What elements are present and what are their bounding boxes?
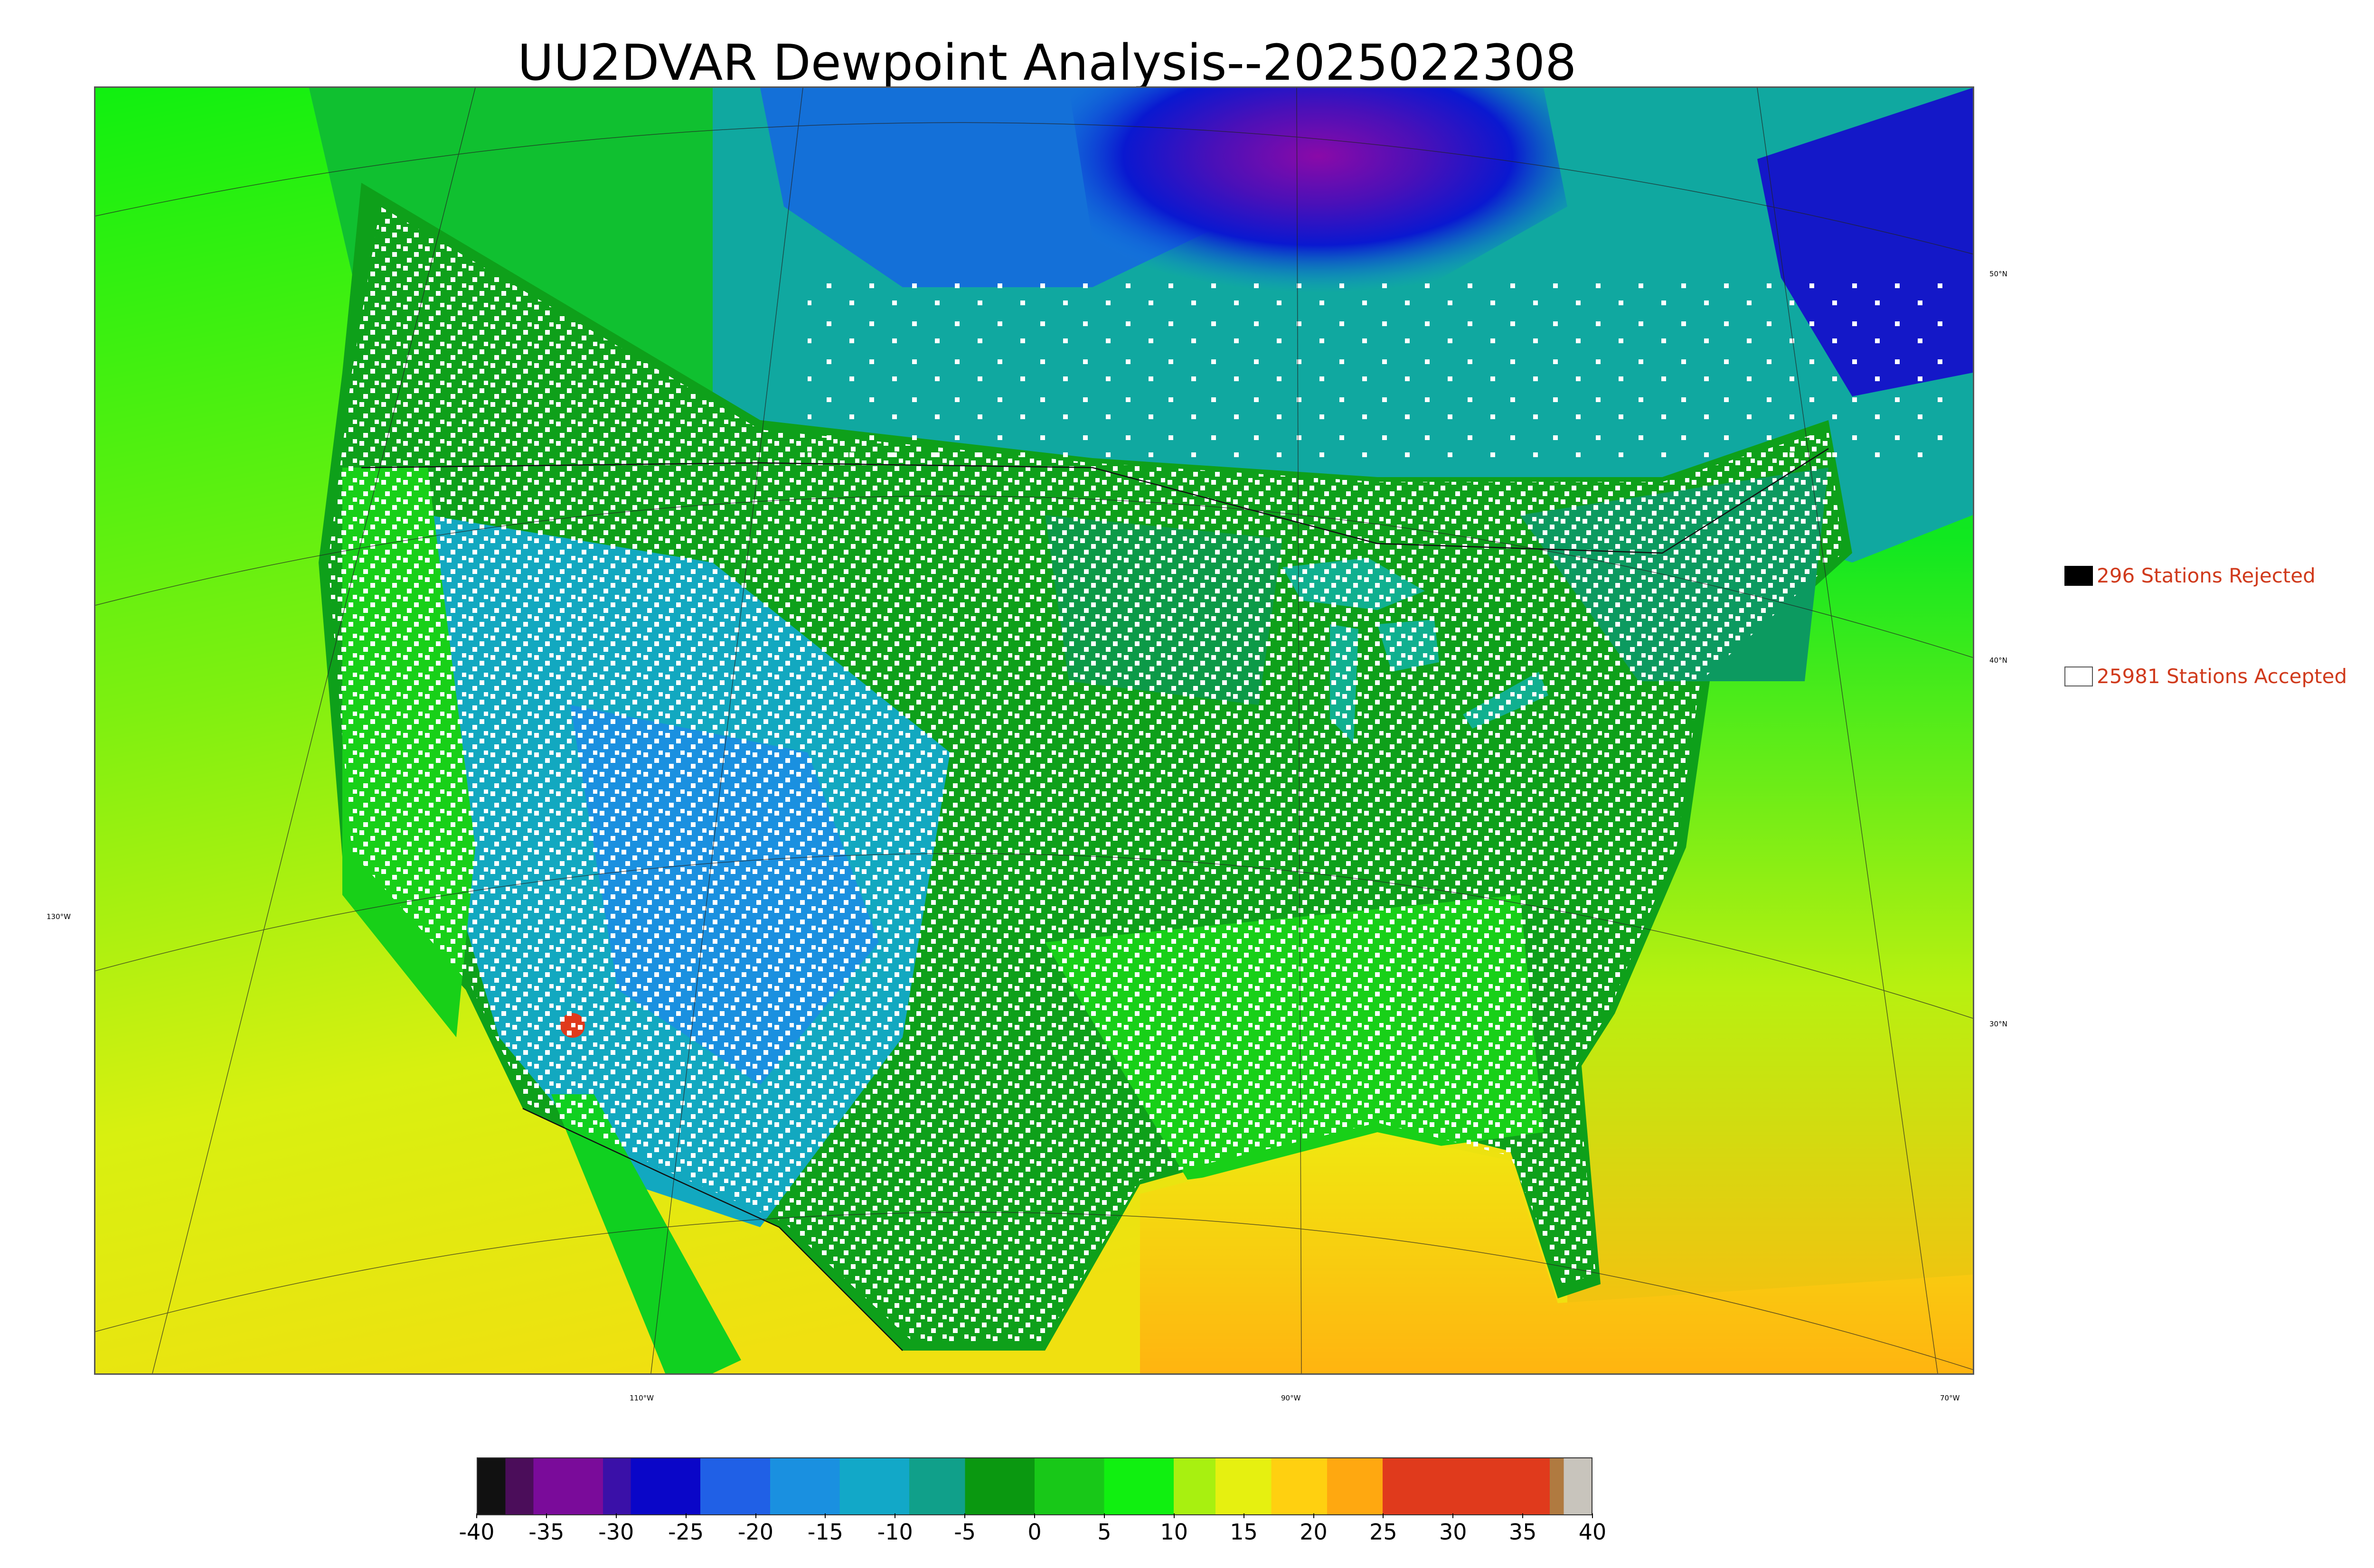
colorbar-tick-label: 10 [1160,1519,1188,1545]
colorbar-tick-label: 0 [1027,1519,1042,1545]
colorbar-tick-label: -35 [528,1519,565,1545]
colorbar-tick-label: 20 [1300,1519,1328,1545]
colorbar-tick-label: -20 [737,1519,774,1545]
colorbar-tick [1034,1513,1035,1518]
colorbar [477,1457,1592,1515]
colorbar-tick-label: 5 [1097,1519,1112,1545]
colorbar-tick [1173,1513,1175,1518]
colorbar-tick-label: -5 [954,1519,976,1545]
lon-label-130: 130°W [47,912,71,921]
colorbar-tick [685,1513,687,1518]
rejected-label: 296 Stations Rejected [2097,564,2316,587]
legend-rejected: 296 Stations Rejected [2064,564,2316,587]
legend-accepted: 25981 Stations Accepted [2064,665,2347,688]
colorbar-tick [825,1513,826,1518]
colorbar-tick-label: 40 [1578,1519,1607,1545]
colorbar-tick-label: 35 [1508,1519,1537,1545]
colorbar-tick-label: -30 [598,1519,634,1545]
colorbar-tick [546,1513,547,1518]
colorbar-tick [1452,1513,1454,1518]
accepted-label: 25981 Stations Accepted [2097,665,2347,688]
colorbar-tick-label: 25 [1369,1519,1397,1545]
rejected-swatch [2064,565,2093,586]
lon-label-90: 90°W [1281,1394,1301,1402]
colorbar-tick [964,1513,966,1518]
colorbar-tick [476,1513,477,1518]
colorbar-tick [755,1513,756,1518]
colorbar-tick [1592,1513,1593,1518]
dewpoint-map-svg [95,88,1973,1373]
lon-label-70: 70°W [1940,1394,1960,1402]
lat-label-30: 30°N [1989,1020,2007,1028]
dewpoint-map [94,86,1974,1375]
colorbar-tick-label: -15 [807,1519,843,1545]
colorbar-tick [1522,1513,1524,1518]
colorbar-tick-label: -40 [459,1519,495,1545]
lon-label-110: 110°W [630,1394,654,1402]
colorbar-tick [615,1513,617,1518]
accepted-swatch [2064,666,2093,686]
map-title: UU2DVAR Dewpoint Analysis--2025022308 [518,34,1577,92]
lat-label-40: 40°N [1989,656,2007,665]
lat-label-50: 50°N [1989,270,2007,278]
colorbar-tick [1383,1513,1384,1518]
colorbar-tick [1103,1513,1105,1518]
colorbar-tick [1313,1513,1314,1518]
colorbar-tick-label: -10 [877,1519,913,1545]
colorbar-tick-label: -25 [668,1519,704,1545]
colorbar-tick-label: 30 [1439,1519,1467,1545]
colorbar-tick-label: 15 [1230,1519,1258,1545]
